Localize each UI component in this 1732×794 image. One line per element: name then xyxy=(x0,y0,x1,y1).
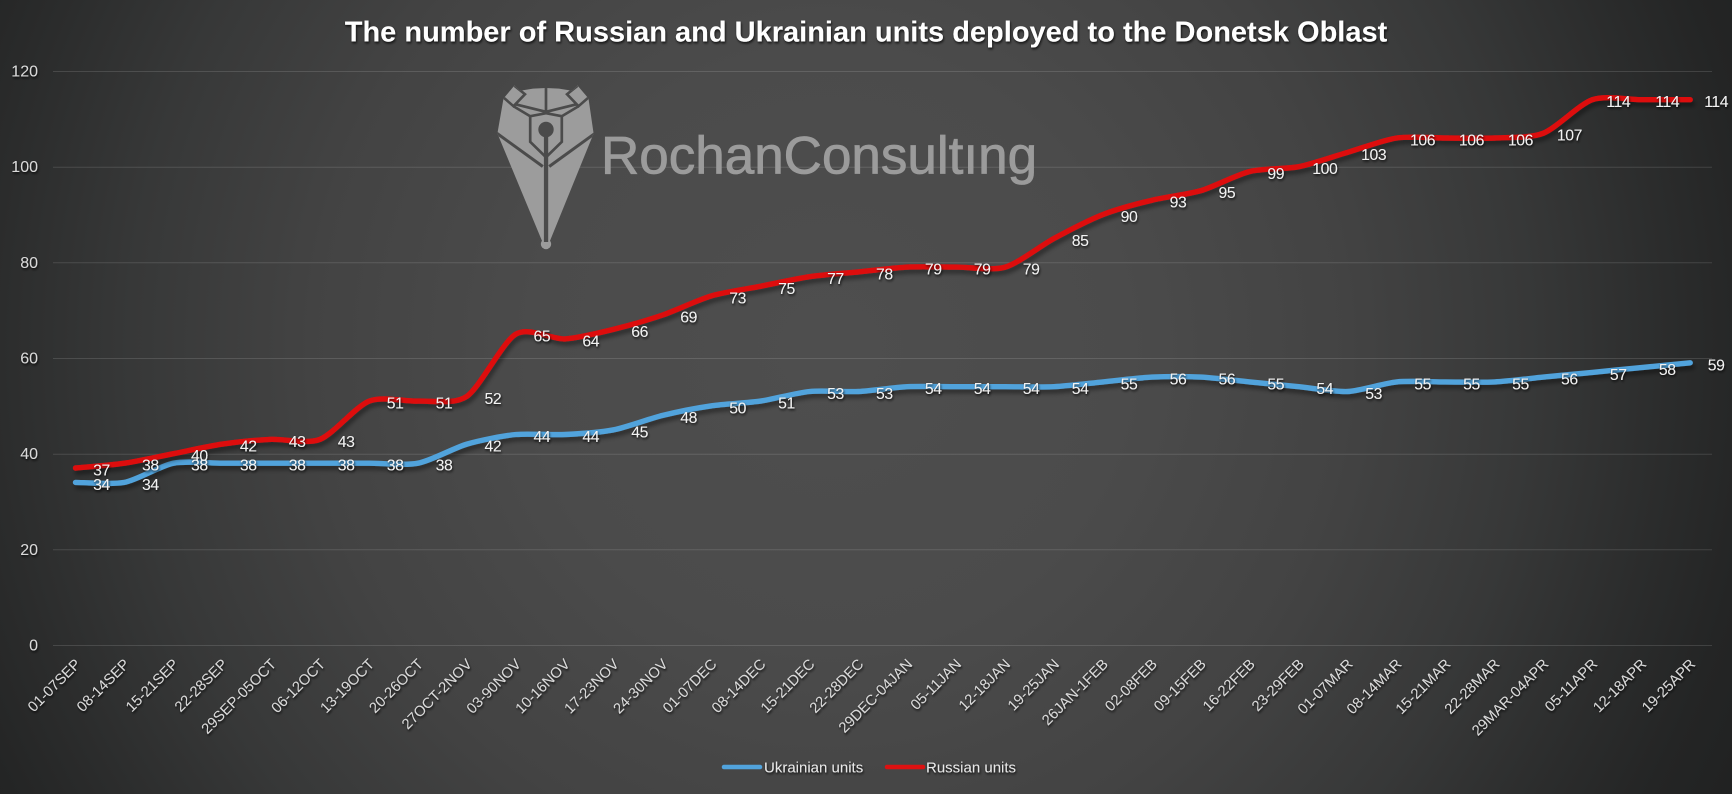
svg-text:95: 95 xyxy=(1219,185,1236,202)
svg-text:69: 69 xyxy=(680,310,697,327)
svg-text:Ukrainian units: Ukrainian units xyxy=(764,760,863,777)
svg-text:51: 51 xyxy=(387,396,404,413)
svg-text:0: 0 xyxy=(29,638,38,655)
svg-text:80: 80 xyxy=(20,255,38,272)
svg-text:38: 38 xyxy=(436,458,453,475)
svg-text:55: 55 xyxy=(1267,376,1284,393)
svg-text:48: 48 xyxy=(680,410,697,427)
svg-text:78: 78 xyxy=(876,266,893,283)
svg-text:93: 93 xyxy=(1170,195,1187,212)
svg-text:54: 54 xyxy=(1023,381,1040,398)
svg-text:54: 54 xyxy=(925,381,942,398)
svg-text:114: 114 xyxy=(1704,94,1729,111)
svg-text:34: 34 xyxy=(93,477,110,494)
svg-text:42: 42 xyxy=(485,439,502,456)
svg-text:20: 20 xyxy=(20,542,38,559)
svg-text:114: 114 xyxy=(1606,94,1631,111)
svg-text:106: 106 xyxy=(1410,133,1436,150)
svg-text:56: 56 xyxy=(1561,372,1578,389)
svg-text:The number of Russian and Ukra: The number of Russian and Ukrainian unit… xyxy=(345,17,1388,49)
svg-text:57: 57 xyxy=(1610,367,1627,384)
svg-text:100: 100 xyxy=(1312,161,1338,178)
svg-text:42: 42 xyxy=(240,439,257,456)
svg-text:43: 43 xyxy=(289,434,306,451)
svg-text:34: 34 xyxy=(142,477,159,494)
svg-text:114: 114 xyxy=(1655,94,1680,111)
svg-text:107: 107 xyxy=(1557,128,1582,145)
svg-text:75: 75 xyxy=(778,281,795,298)
svg-text:54: 54 xyxy=(1316,381,1333,398)
svg-text:55: 55 xyxy=(1512,376,1529,393)
svg-text:60: 60 xyxy=(20,351,38,368)
svg-text:59: 59 xyxy=(1708,357,1725,374)
svg-text:53: 53 xyxy=(876,386,893,403)
svg-text:51: 51 xyxy=(436,396,453,413)
svg-text:38: 38 xyxy=(191,458,208,475)
svg-text:66: 66 xyxy=(631,324,648,341)
svg-text:53: 53 xyxy=(827,386,844,403)
svg-text:54: 54 xyxy=(974,381,991,398)
svg-text:58: 58 xyxy=(1659,362,1676,379)
svg-text:85: 85 xyxy=(1072,233,1089,250)
svg-text:52: 52 xyxy=(485,391,502,408)
svg-text:45: 45 xyxy=(631,424,648,441)
svg-text:79: 79 xyxy=(974,262,991,279)
svg-text:103: 103 xyxy=(1361,147,1387,164)
svg-text:55: 55 xyxy=(1121,376,1138,393)
svg-text:64: 64 xyxy=(582,333,599,350)
svg-text:38: 38 xyxy=(289,458,306,475)
svg-text:38: 38 xyxy=(240,458,257,475)
svg-text:56: 56 xyxy=(1219,372,1236,389)
svg-text:54: 54 xyxy=(1072,381,1089,398)
svg-text:RochanConsultıng: RochanConsultıng xyxy=(601,127,1037,186)
svg-text:44: 44 xyxy=(534,429,551,446)
svg-text:120: 120 xyxy=(11,64,38,81)
svg-text:38: 38 xyxy=(387,458,404,475)
svg-text:73: 73 xyxy=(729,290,746,307)
svg-text:106: 106 xyxy=(1508,133,1534,150)
svg-text:90: 90 xyxy=(1121,209,1138,226)
svg-text:106: 106 xyxy=(1459,133,1485,150)
svg-text:37: 37 xyxy=(93,463,110,480)
svg-text:100: 100 xyxy=(11,159,38,176)
svg-text:65: 65 xyxy=(534,329,551,346)
svg-text:55: 55 xyxy=(1463,376,1480,393)
svg-text:40: 40 xyxy=(20,446,38,463)
svg-text:99: 99 xyxy=(1267,166,1284,183)
svg-text:40: 40 xyxy=(191,448,208,465)
svg-text:79: 79 xyxy=(1023,262,1040,279)
svg-text:55: 55 xyxy=(1414,376,1431,393)
svg-text:77: 77 xyxy=(827,271,844,288)
svg-text:79: 79 xyxy=(925,262,942,279)
svg-text:50: 50 xyxy=(729,400,746,417)
svg-text:38: 38 xyxy=(142,458,159,475)
svg-text:51: 51 xyxy=(778,396,795,413)
svg-text:56: 56 xyxy=(1170,372,1187,389)
svg-text:44: 44 xyxy=(582,429,599,446)
svg-text:38: 38 xyxy=(338,458,355,475)
svg-text:Russian units: Russian units xyxy=(926,760,1016,777)
svg-text:53: 53 xyxy=(1365,386,1382,403)
svg-text:43: 43 xyxy=(338,434,355,451)
